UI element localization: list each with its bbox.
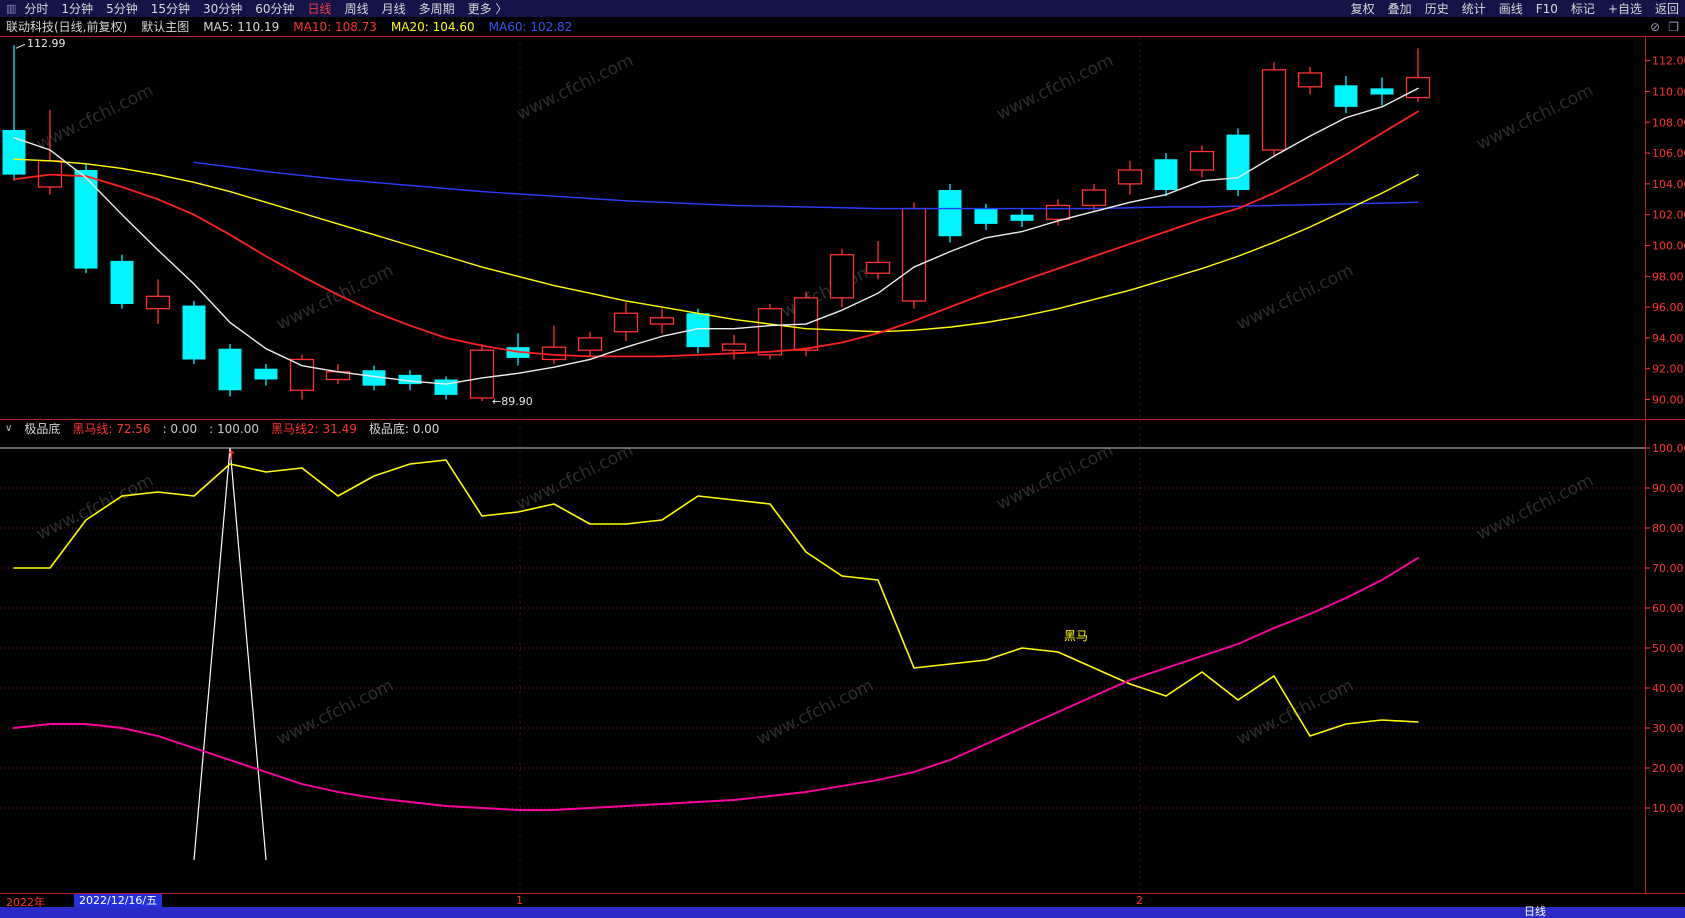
menu-item-4[interactable]: 30分钟 (202, 2, 243, 16)
svg-text:112.99: 112.99 (27, 37, 66, 50)
svg-text:www.cfchi.com: www.cfchi.com (1473, 81, 1596, 155)
svg-text:102.00: 102.00 (1652, 209, 1685, 222)
svg-text:www.cfchi.com: www.cfchi.com (993, 441, 1116, 515)
menu-right-item-1[interactable]: 叠加 (1387, 2, 1412, 16)
svg-text:www.cfchi.com: www.cfchi.com (753, 676, 876, 750)
ma-value-1: MA10: 108.73 (293, 19, 377, 34)
svg-text:100.00: 100.00 (1652, 239, 1685, 252)
month-marker-2: 2 (1136, 894, 1143, 907)
svg-text:www.cfchi.com: www.cfchi.com (513, 51, 636, 125)
infobar: 联动科技(日线,前复权) 默认主图 MA5: 110.19 MA10: 108.7… (0, 17, 1685, 36)
menu-item-0[interactable]: 分时 (24, 2, 49, 16)
ma-value-3: MA60: 102.82 (488, 19, 573, 34)
ma-values: MA5: 110.19 MA10: 108.73 MA20: 104.60 MA60:… (203, 20, 572, 34)
no-draw-icon[interactable]: ⊘ (1650, 19, 1661, 34)
svg-text:50.00: 50.00 (1652, 642, 1684, 655)
infobar-icons: ⊘ ❐ (1650, 20, 1679, 34)
menu-right-item-4[interactable]: 画线 (1498, 2, 1523, 16)
svg-text:www.cfchi.com: www.cfchi.com (513, 441, 636, 515)
svg-text:80.00: 80.00 (1652, 522, 1684, 535)
menu-item-8[interactable]: 月线 (381, 2, 406, 16)
svg-text:110.00: 110.00 (1652, 85, 1685, 98)
selected-date[interactable]: 2022/12/16/五 (74, 894, 163, 907)
menu-item-6[interactable]: 日线 (307, 2, 332, 16)
svg-text:黑马: 黑马 (1064, 629, 1088, 643)
svg-text:90.00: 90.00 (1652, 394, 1684, 407)
menu-item-3[interactable]: 15分钟 (150, 2, 190, 16)
status-bar: 日线 (0, 905, 1685, 918)
menu-right-item-7[interactable]: +自选 (1607, 2, 1642, 16)
svg-text:40.00: 40.00 (1652, 682, 1684, 695)
svg-text:70.00: 70.00 (1652, 562, 1684, 575)
period-toolbar: ▥ 分时 1分钟 5分钟 15分钟 30分钟 60分钟 日线 周线 月线 多周期 更多 〉 复权 叠加… (0, 0, 1685, 17)
main-chart-mode[interactable]: 默认主图 (141, 20, 190, 34)
indicator-value-5: 极品底: 0.00 (368, 422, 440, 436)
window-icon[interactable]: ❐ (1668, 19, 1679, 34)
svg-text:98.00: 98.00 (1652, 270, 1684, 283)
collapse-indicator-icon[interactable]: ∨ (5, 423, 13, 434)
menu-item-10[interactable]: 更多 〉 (467, 2, 508, 16)
menubar-right: 复权 叠加 历史 统计 画线 F10 标记 +自选 返回 (1351, 0, 1679, 17)
ma-value-0: MA5: 110.19 (203, 19, 280, 34)
indicator-value-2: : 0.00 (162, 421, 198, 436)
indicator-header: ∨ 极品底 黑马线: 72.56 : 0.00 : 100.00 黑马线2: 31.49 极… (5, 421, 440, 437)
menu-right-item-0[interactable]: 复权 (1350, 2, 1375, 16)
svg-text:www.cfchi.com: www.cfchi.com (993, 51, 1116, 125)
stock-title: 联动科技(日线,前复权) (6, 20, 128, 34)
time-axis: 2022年 2022/12/16/五 1 2 (0, 894, 1685, 909)
svg-text:www.cfchi.com: www.cfchi.com (1233, 261, 1356, 335)
indicator-value-4: 黑马线2: 31.49 (271, 422, 357, 436)
svg-text:94.00: 94.00 (1652, 332, 1684, 345)
menu-right-item-3[interactable]: 统计 (1461, 2, 1486, 16)
month-marker-1: 1 (516, 894, 523, 907)
svg-text:10.00: 10.00 (1652, 802, 1684, 815)
menu-right-item-2[interactable]: 历史 (1424, 2, 1449, 16)
svg-text:90.00: 90.00 (1652, 482, 1684, 495)
menubar-left: 分时 1分钟 5分钟 15分钟 30分钟 60分钟 日线 周线 月线 多周期 更多 〉 (24, 0, 507, 17)
indicator-value-0: 极品底 (24, 422, 61, 436)
ma-value-2: MA20: 104.60 (390, 19, 475, 34)
svg-text:www.cfchi.com: www.cfchi.com (273, 676, 396, 750)
svg-text:96.00: 96.00 (1652, 301, 1684, 314)
menu-item-2[interactable]: 5分钟 (106, 2, 138, 16)
menu-right-item-8[interactable]: 返回 (1654, 2, 1679, 16)
svg-text:www.cfchi.com: www.cfchi.com (33, 81, 156, 155)
menu-item-5[interactable]: 60分钟 (255, 2, 295, 16)
svg-text:100.00: 100.00 (1652, 442, 1685, 455)
svg-text:104.00: 104.00 (1652, 178, 1685, 191)
menu-item-1[interactable]: 1分钟 (61, 2, 94, 16)
svg-text:www.cfchi.com: www.cfchi.com (1473, 471, 1596, 545)
svg-text:92.00: 92.00 (1652, 363, 1684, 376)
svg-text:www.cfchi.com: www.cfchi.com (33, 471, 156, 545)
app-icon: ▥ (6, 2, 17, 15)
svg-text:←89.90: ←89.90 (492, 395, 533, 408)
svg-text:20.00: 20.00 (1652, 762, 1684, 775)
menu-item-7[interactable]: 周线 (344, 2, 369, 16)
year-label: 2022年 (6, 896, 45, 909)
svg-text:60.00: 60.00 (1652, 602, 1684, 615)
menu-item-9[interactable]: 多周期 (418, 2, 455, 16)
period-label[interactable]: 日线 (1524, 905, 1546, 918)
indicator-value-1: 黑马线: 72.56 (72, 422, 151, 436)
svg-text:www.cfchi.com: www.cfchi.com (273, 261, 396, 335)
svg-text:106.00: 106.00 (1652, 147, 1685, 160)
svg-text:108.00: 108.00 (1652, 116, 1685, 129)
svg-text:112.00: 112.00 (1652, 55, 1685, 68)
indicator-value-3: : 100.00 (209, 421, 259, 436)
svg-text:↑: ↑ (226, 449, 237, 464)
menu-right-item-6[interactable]: 标记 (1570, 2, 1595, 16)
menu-right-item-5[interactable]: F10 (1535, 1, 1558, 16)
svg-text:30.00: 30.00 (1652, 722, 1684, 735)
